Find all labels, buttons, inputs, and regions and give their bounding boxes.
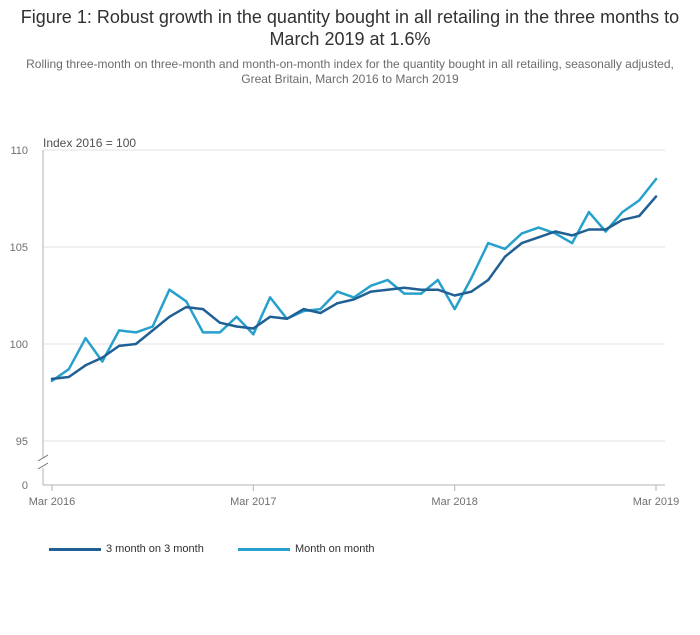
data-point-mom-33 <box>604 230 607 233</box>
data-point-3m-35 <box>638 214 641 218</box>
data-point-mom-11 <box>235 315 238 319</box>
chart-title: Figure 1: Robust growth in the quantity … <box>20 7 680 49</box>
data-point-mom-8 <box>185 300 188 303</box>
data-point-mom-1 <box>67 368 70 371</box>
data-point-3m-4 <box>117 344 121 348</box>
data-point-3m-0 <box>50 377 54 381</box>
data-point-mom-0 <box>50 379 54 383</box>
y-tick-label-105: 105 <box>10 242 28 254</box>
x-tick-label-0: Mar 2016 <box>29 496 75 508</box>
legend-label-month-on-month: Month on month <box>295 543 375 555</box>
legend-swatch-month-on-month <box>238 548 290 551</box>
data-point-3m-21 <box>403 286 406 289</box>
data-point-3m-27 <box>503 255 507 258</box>
data-point-3m-18 <box>352 298 356 301</box>
data-point-3m-22 <box>419 288 423 291</box>
data-point-mom-24 <box>453 307 456 311</box>
data-point-3m-6 <box>151 329 154 332</box>
legend-swatch-3-month <box>49 548 101 551</box>
data-point-3m-13 <box>268 315 272 319</box>
data-point-mom-3 <box>101 360 104 363</box>
x-tick-label-3: Mar 2019 <box>633 496 679 508</box>
series-line-month-on-month <box>50 177 658 383</box>
data-point-mom-34 <box>621 210 624 214</box>
data-point-3m-9 <box>201 307 205 311</box>
data-point-mom-32 <box>587 210 591 214</box>
data-point-3m-15 <box>302 307 305 311</box>
data-point-mom-9 <box>201 331 205 334</box>
x-tick-label-1: Mar 2017 <box>230 496 276 508</box>
data-point-mom-4 <box>117 329 121 332</box>
data-point-mom-31 <box>570 241 574 245</box>
series-line-3-month-on-3-month <box>50 195 658 381</box>
axis-break-mark-2 <box>37 462 49 470</box>
data-point-mom-26 <box>487 241 490 245</box>
data-point-3m-32 <box>587 228 591 231</box>
data-point-3m-26 <box>487 278 490 282</box>
data-point-3m-7 <box>168 315 171 319</box>
data-point-mom-25 <box>470 276 473 280</box>
data-point-3m-30 <box>554 230 557 233</box>
data-point-mom-16 <box>319 307 322 311</box>
data-point-3m-8 <box>185 305 188 309</box>
data-point-mom-5 <box>134 331 138 334</box>
data-point-3m-19 <box>369 290 372 293</box>
data-point-mom-7 <box>168 288 171 291</box>
data-point-3m-24 <box>453 294 456 297</box>
data-point-3m-20 <box>386 288 389 291</box>
data-point-mom-23 <box>436 278 440 282</box>
y-tick-label-0: 0 <box>22 480 28 492</box>
data-point-mom-27 <box>503 247 507 251</box>
data-point-3m-5 <box>134 342 138 346</box>
data-point-3m-1 <box>67 375 70 379</box>
data-point-3m-36 <box>654 195 658 198</box>
y-tick-label-110: 110 <box>10 145 28 157</box>
data-point-3m-10 <box>218 321 221 324</box>
data-point-mom-19 <box>369 284 372 287</box>
data-point-mom-6 <box>151 325 154 328</box>
data-point-3m-3 <box>101 356 104 359</box>
data-point-3m-23 <box>436 288 440 291</box>
data-point-mom-12 <box>252 333 255 336</box>
y-tick-label-100: 100 <box>10 339 28 351</box>
data-point-3m-17 <box>336 302 339 305</box>
data-point-mom-35 <box>638 199 641 202</box>
data-point-mom-28 <box>520 232 523 235</box>
data-point-3m-29 <box>537 236 540 239</box>
data-point-mom-13 <box>268 296 272 299</box>
y-tick-label-95: 95 <box>16 436 28 448</box>
data-point-3m-33 <box>604 228 607 231</box>
data-point-3m-2 <box>84 364 87 367</box>
legend-label-3-month: 3 month on 3 month <box>106 543 204 555</box>
chart-subtitle: Rolling three-month on three-month and m… <box>26 57 674 86</box>
data-point-mom-36 <box>654 177 658 181</box>
data-point-3m-28 <box>520 241 523 245</box>
data-point-3m-34 <box>621 218 624 222</box>
y-axis-label: Index 2016 = 100 <box>43 136 136 150</box>
data-point-mom-2 <box>84 336 87 340</box>
x-tick-label-2: Mar 2018 <box>431 496 477 508</box>
data-point-mom-21 <box>403 292 406 295</box>
data-point-3m-12 <box>252 327 255 330</box>
data-point-3m-31 <box>570 234 574 237</box>
data-point-3m-16 <box>319 311 322 315</box>
data-point-mom-20 <box>386 278 389 282</box>
data-point-mom-22 <box>419 292 423 295</box>
axis-break-mark-1 <box>37 454 49 462</box>
data-point-3m-25 <box>470 290 473 293</box>
data-point-mom-10 <box>218 331 221 334</box>
data-point-3m-11 <box>235 325 238 328</box>
data-point-mom-29 <box>537 226 540 229</box>
data-point-mom-17 <box>336 290 339 293</box>
data-point-3m-14 <box>285 317 289 320</box>
